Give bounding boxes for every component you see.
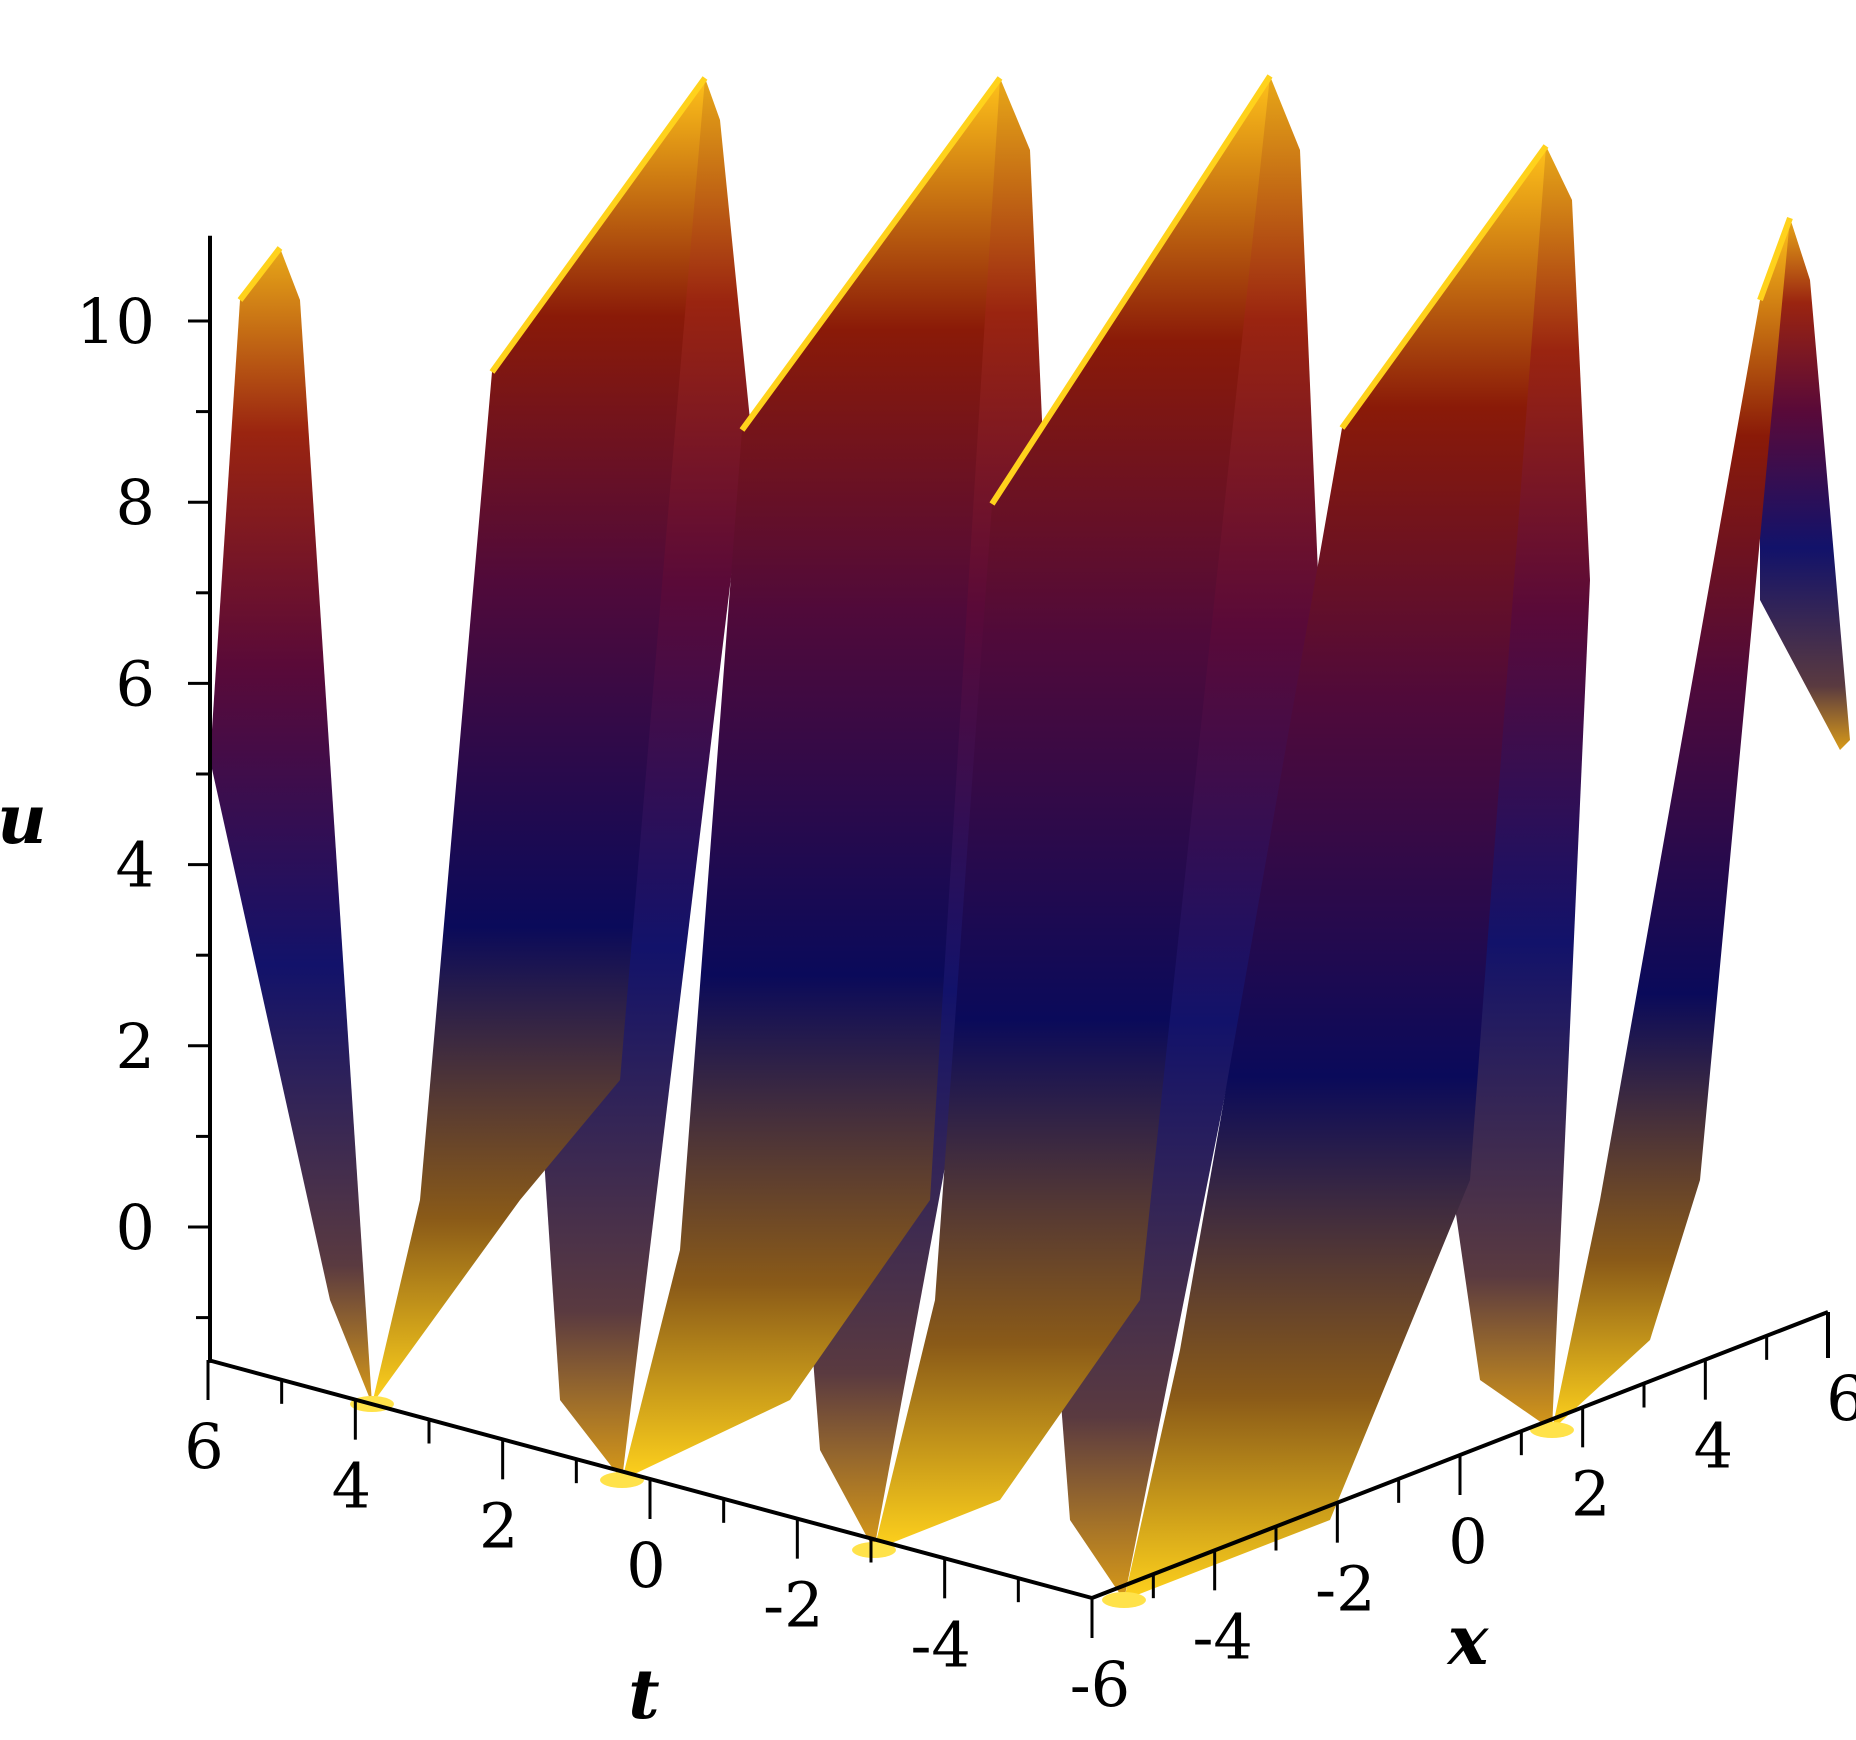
- t-tick-label--4: -4: [910, 1608, 970, 1681]
- u-axis-title: u: [0, 780, 47, 860]
- surface-rising-face-4: [1124, 146, 1546, 1600]
- x-tick-label-2: 2: [1571, 1457, 1610, 1530]
- x-tick-label--2: -2: [1315, 1553, 1375, 1626]
- t-tick-label--2: -2: [763, 1569, 823, 1642]
- crest-highlight-6: [1757, 216, 1793, 302]
- crest-highlight-2: [739, 76, 1003, 432]
- crest-highlight-5: [237, 246, 283, 302]
- t-tick-label-4: 4: [332, 1450, 371, 1523]
- u-tick-label-4: 4: [116, 829, 155, 902]
- u-tick-label-10: 10: [76, 285, 155, 358]
- x-tick-label-0: 0: [1448, 1505, 1487, 1578]
- crest-highlight-4: [1339, 144, 1549, 430]
- crest-highlight-1: [489, 76, 708, 374]
- u-tick-label-6: 6: [116, 647, 155, 720]
- surface-rising-face-1: [372, 78, 705, 1404]
- surface-falling-face-6: [1760, 218, 1850, 750]
- trough-highlight-4: [1102, 1592, 1146, 1608]
- x-axis-title: x: [1446, 1601, 1490, 1681]
- trough-highlight-3: [852, 1542, 896, 1558]
- surface-rising-face-5: [1552, 218, 1790, 1430]
- axes-group: [188, 235, 1830, 1638]
- surface-falling-face-1: [210, 248, 372, 1404]
- trough-highlight-5: [1530, 1422, 1574, 1438]
- t-tick-label-2: 2: [479, 1489, 518, 1562]
- x-tick-label--6: -6: [1070, 1648, 1130, 1721]
- crest-highlight-3: [989, 74, 1273, 506]
- u-tick-label-0: 0: [116, 1191, 155, 1264]
- surface-rising-face-3: [874, 76, 1270, 1550]
- u-tick-label-2: 2: [116, 1010, 155, 1083]
- x-tick-label-4: 4: [1694, 1410, 1733, 1483]
- wave-surface: [210, 74, 1850, 1608]
- t-tick-label-6: 6: [184, 1410, 223, 1483]
- t-tick-label-0: 0: [626, 1529, 665, 1602]
- u-tick-label-8: 8: [116, 466, 155, 539]
- x-tick-label-6: 6: [1826, 1362, 1856, 1435]
- x-tick-label--4: -4: [1192, 1600, 1252, 1673]
- t-axis-title: t: [628, 1655, 659, 1735]
- surface-rising-face-2: [622, 78, 1000, 1480]
